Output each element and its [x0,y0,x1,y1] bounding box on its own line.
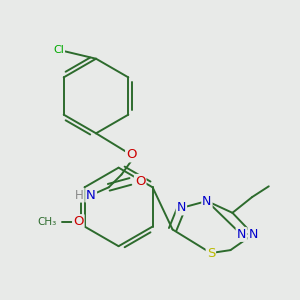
Text: N: N [86,189,96,202]
Text: N: N [248,228,258,241]
Text: N: N [202,194,212,208]
Text: N: N [237,228,246,241]
Text: O: O [135,175,146,188]
Text: O: O [73,215,84,228]
Text: Cl: Cl [53,45,64,55]
Text: CH₃: CH₃ [38,217,57,226]
Text: H: H [75,189,84,202]
Text: S: S [207,247,215,260]
Text: N: N [177,201,186,214]
Text: O: O [126,148,136,161]
